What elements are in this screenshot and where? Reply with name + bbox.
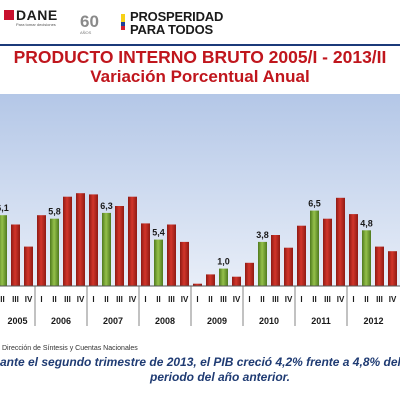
data-label: 5,8 [48,207,61,217]
year-tick-label: 2007 [103,316,123,326]
summary-note-line2: periodo del año anterior. [149,370,291,384]
quarter-tick-label: III [116,295,123,304]
bar-highlighted [258,241,267,286]
bar [167,224,176,286]
bar [24,246,33,286]
data-label: 5,4 [152,228,165,238]
quarter-tick-label: I [40,295,42,304]
header: DANE Para tomar decisiones 60 AÑOS PROSP… [0,0,400,42]
quarter-tick-label: I [352,295,354,304]
bar [388,251,397,286]
bar-highlighted [154,239,163,286]
dane-logo-text: DANE [16,7,58,23]
data-label: 6,3 [100,201,113,211]
gov-slogan-line2: PARA TODOS [130,22,213,37]
bar [323,218,332,286]
bar-highlighted [50,218,59,286]
quarter-tick-label: I [248,295,250,304]
data-label: 3,8 [256,230,269,240]
quarter-tick-label: IV [233,295,241,304]
dane-logo[interactable]: DANE Para tomar decisiones [4,7,58,34]
quarter-tick-label: III [272,295,279,304]
quarter-tick-label: IV [337,295,345,304]
bar [284,247,293,286]
source-note: Dirección de Síntesis y Cuentas Nacional… [2,345,138,352]
quarter-tick-label: II [312,295,316,304]
quarter-tick-label: II [260,295,264,304]
year-tick-label: 2010 [259,316,279,326]
quarter-tick-label: II [208,295,212,304]
quarter-tick-label: I [196,295,198,304]
data-label: 6,5 [308,199,321,209]
quarter-tick-label: III [12,295,19,304]
header-divider [0,44,400,46]
quarter-tick-label: IV [129,295,137,304]
quarter-tick-label: I [92,295,94,304]
quarter-tick-label: I [300,295,302,304]
summary-note: ante el segundo trimestre de 2013, el PI… [0,355,400,385]
bar [375,246,384,286]
quarter-tick-label: II [156,295,160,304]
quarter-tick-label: III [376,295,383,304]
year-tick-label: 2008 [155,316,175,326]
colombia-flag-icon [121,14,125,30]
year-tick-label: 2011 [311,316,331,326]
bar [336,197,345,286]
summary-note-line1: ante el segundo trimestre de 2013, el PI… [0,355,400,369]
bar [76,193,85,286]
quarter-tick-label: II [0,295,4,304]
bar [63,196,72,286]
anniversary-label: AÑOS [80,30,92,35]
data-label: 6,1 [0,203,9,213]
chart-title: PRODUCTO INTERNO BRUTO 2005/I - 2013/II [13,47,387,67]
quarter-tick-label: II [104,295,108,304]
bar [232,276,241,286]
bar [128,196,137,286]
year-tick-label: 2009 [207,316,227,326]
quarter-tick-label: III [64,295,71,304]
chart-subtitle: Variación Porcentual Anual [90,67,310,86]
bar [141,223,150,286]
bar-highlighted [362,230,371,286]
bar [37,215,46,286]
bar [206,274,215,286]
bar [271,235,280,286]
anniversary-number: 60 [80,12,99,31]
quarter-tick-label: III [220,295,227,304]
quarter-tick-label: IV [25,295,33,304]
gov-slogan-line1: PROSPERIDAD [130,9,224,24]
bar-highlighted [219,268,228,286]
quarter-tick-label: IV [77,295,85,304]
bar [193,283,202,286]
bar-highlighted [0,215,7,286]
bar-highlighted [310,210,319,286]
quarter-tick-label: III [324,295,331,304]
bar [180,241,189,286]
dane-logo-tagline: Para tomar decisiones [16,22,56,27]
quarter-tick-label: II [364,295,368,304]
bar-highlighted [102,212,111,286]
quarter-tick-label: III [168,295,175,304]
chart-area: 6,15,86,35,41,03,86,54,8 IIIIIIVIIIIIIIV… [0,92,400,340]
year-tick-label: 2005 [7,316,27,326]
dane-logo-icon [4,10,14,20]
quarter-tick-label: IV [285,295,293,304]
data-label: 1,0 [217,257,230,267]
bar-chart: 6,15,86,35,41,03,86,54,8 IIIIIIVIIIIIIIV… [0,94,400,326]
year-tick-label: 2006 [51,316,71,326]
bar [245,262,254,286]
quarter-tick-label: I [144,295,146,304]
quarter-tick-label: IV [389,295,397,304]
bar [115,206,124,286]
quarter-tick-label: IV [181,295,189,304]
quarter-tick-label: II [52,295,56,304]
year-tick-label: 2012 [363,316,383,326]
bar [89,194,98,286]
bar [297,225,306,286]
data-label: 4,8 [360,218,373,228]
bar [11,224,20,286]
bar [349,214,358,286]
gov-slogan: PROSPERIDAD PARA TODOS [130,10,223,36]
